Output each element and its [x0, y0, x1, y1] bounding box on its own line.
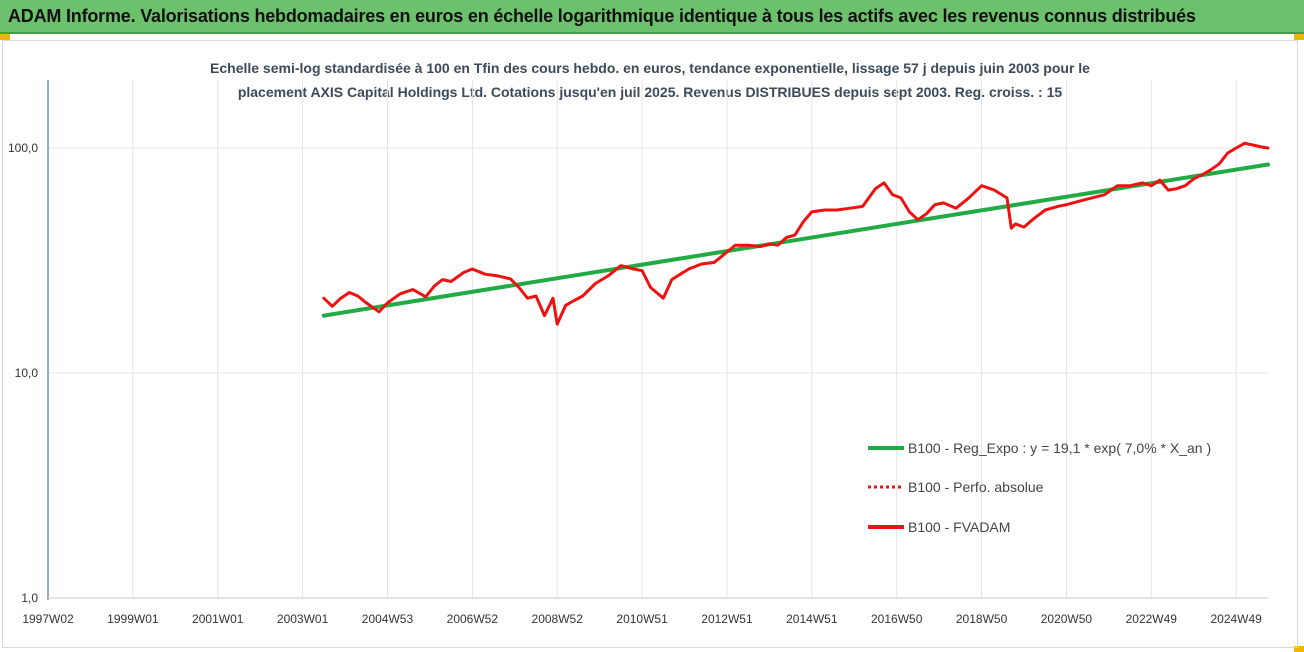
- x-axis: 1997W02 1999W01 2001W01 2003W01 2004W53 2006W…: [22, 597, 1268, 626]
- x-tick-label: 2003W01: [277, 612, 329, 626]
- legend-label-1: B100 - Perfo. absolue: [908, 479, 1044, 495]
- grid-lines: [47, 80, 1268, 599]
- legend-label-2: B100 - FVADAM: [908, 519, 1010, 535]
- y-axis: 100,0 10,0 1,0: [8, 80, 49, 605]
- x-tick-label: 2001W01: [192, 612, 244, 626]
- series-layer: [321, 141, 1270, 326]
- x-tick-label: 2006W52: [447, 612, 499, 626]
- x-tick-label: 2014W51: [786, 612, 838, 626]
- chart-title-line-1: Echelle semi-log standardisée à 100 en T…: [210, 60, 1090, 76]
- x-tick-label: 2024W49: [1210, 612, 1262, 626]
- legend-label-0: B100 - Reg_Expo : y = 19,1 * exp( 7,0% *…: [908, 440, 1211, 456]
- corner-marker-right: [1294, 34, 1304, 40]
- x-tick-label: 2018W50: [956, 612, 1008, 626]
- y-tick-label: 1,0: [21, 591, 38, 605]
- x-tick-label: 2008W52: [532, 612, 584, 626]
- x-tick-label: 1999W01: [107, 612, 159, 626]
- x-tick-label: 2016W50: [871, 612, 923, 626]
- x-tick-label: 2022W49: [1126, 612, 1178, 626]
- corner-marker-left: [0, 34, 10, 40]
- series-line-2: [322, 141, 1270, 326]
- legend: B100 - Reg_Expo : y = 19,1 * exp( 7,0% *…: [868, 440, 1211, 535]
- corner-marker-bottom-right: [1294, 646, 1304, 652]
- chart-frame: [2, 40, 1298, 648]
- x-tick-label: 2012W51: [701, 612, 753, 626]
- title-bar: ADAM Informe. Valorisations hebdomadaire…: [0, 0, 1304, 34]
- report-title: ADAM Informe. Valorisations hebdomadaire…: [8, 6, 1196, 26]
- x-tick-label: 2004W53: [362, 612, 414, 626]
- chart-title-line-2: placement AXIS Capital Holdings Ltd. Cot…: [237, 84, 1063, 100]
- y-tick-label: 10,0: [15, 366, 39, 380]
- x-tick-label: 2010W51: [616, 612, 668, 626]
- x-tick-label: 1997W02: [22, 612, 74, 626]
- x-tick-label: 2020W50: [1041, 612, 1093, 626]
- y-tick-label: 100,0: [8, 141, 38, 155]
